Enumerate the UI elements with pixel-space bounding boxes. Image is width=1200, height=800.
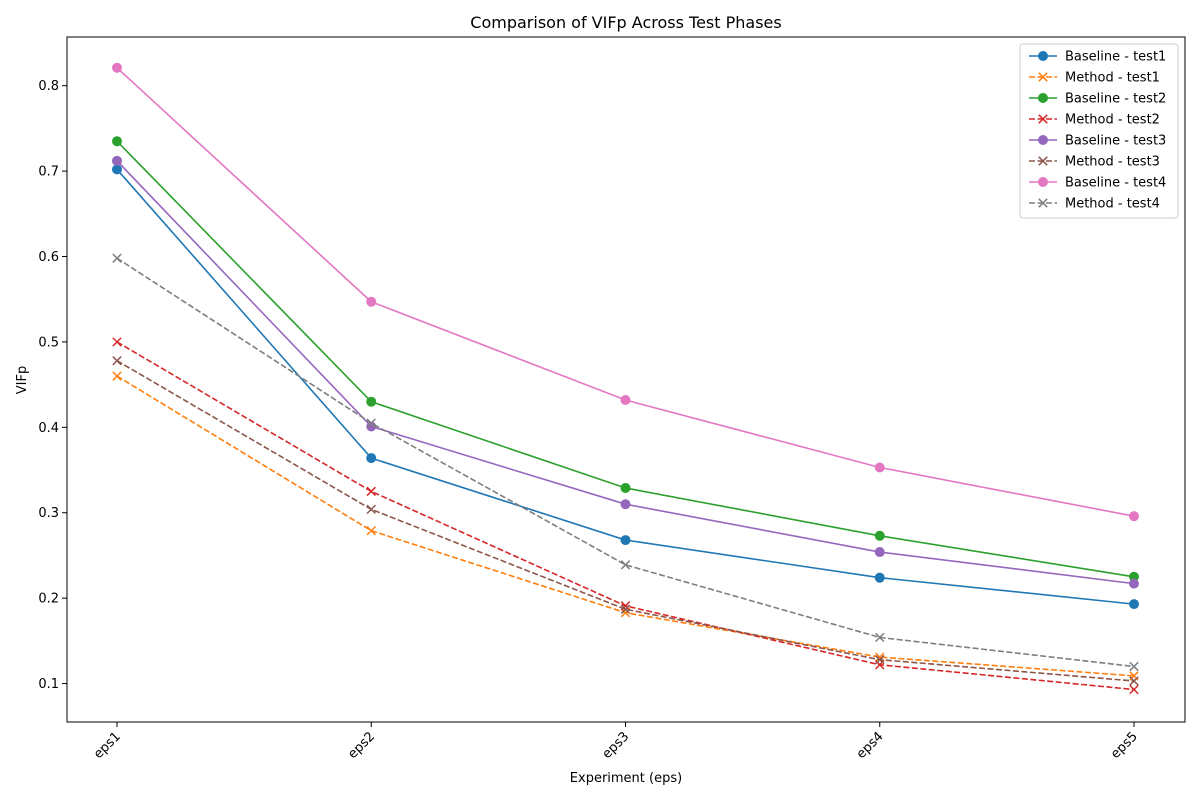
point-x-marker [875,632,885,643]
point-circle-marker [112,164,122,175]
legend-item: Baseline - test4 [1029,176,1166,191]
legend-label: Method - test1 [1065,71,1160,86]
point-x-marker [112,371,122,381]
legend-x-marker [1038,198,1048,208]
legend-item: Baseline - test1 [1029,50,1166,65]
legend-label: Method - test4 [1065,197,1160,212]
plot-area [66,36,1186,723]
point-x-marker [1129,661,1139,672]
point-x-marker [620,604,631,614]
y-tick-label: 0.7 [38,165,59,180]
legend-label: Method - test2 [1065,113,1160,128]
legend-label: Baseline - test4 [1065,176,1166,191]
y-axis-label: VIFp [15,366,30,394]
point-x-marker [112,253,122,263]
legend: Baseline - test1 Method - test1 Baseline -… [1019,43,1179,219]
y-tick-label: 0.5 [38,335,59,350]
legend-item: Method - test4 [1029,197,1160,212]
legend-label: Method - test3 [1065,155,1160,170]
legend-item: Baseline - test3 [1029,134,1166,149]
legend-label: Baseline - test1 [1065,50,1166,65]
x-axis-label: Experiment (eps) [570,771,682,786]
legend-item: Baseline - test2 [1029,92,1166,107]
legend-label: Baseline - test2 [1065,92,1166,107]
series-5 [112,155,1139,589]
legend-item: Method - test1 [1029,71,1160,86]
point-x-marker [366,486,376,497]
point-circle-marker [874,572,885,583]
point-x-marker [1129,684,1139,695]
point-circle-marker [366,296,377,307]
series-layer [112,62,1139,695]
legend-x-marker [1038,72,1048,82]
point-circle-marker [874,530,885,541]
series-line [116,375,1135,677]
series-3 [112,136,1139,582]
point-x-marker [366,525,376,536]
legend-x-marker [1038,114,1048,124]
point-x-marker [366,418,376,428]
y-tick-label: 0.1 [38,677,59,692]
point-circle-marker [620,499,631,510]
point-x-marker [112,355,122,366]
point-circle-marker [1129,511,1139,522]
series-8 [112,253,1139,672]
x-tick-label: eps2 [345,729,378,762]
chart-title: Comparison of VIFp Across Test Phases [470,13,781,32]
legend-item: Method - test2 [1029,113,1160,128]
point-circle-marker [1129,578,1139,589]
x-tick-label: eps1 [91,729,124,762]
x-tick-label: eps4 [854,729,887,762]
legend-item: Method - test3 [1029,155,1160,170]
point-circle-marker [366,453,377,464]
y-axis: 0.1 0.2 0.3 0.4 0.5 0.6 0.7 0.8 [38,79,67,692]
point-circle-marker [620,394,631,405]
y-tick-label: 0.6 [38,250,59,265]
point-circle-marker [112,62,122,73]
legend-circle-marker [1038,93,1048,103]
y-tick-label: 0.2 [38,592,59,607]
x-tick-label: eps3 [600,729,633,762]
series-line [116,257,1135,668]
legend-box [1019,43,1179,219]
series-7 [112,62,1139,522]
series-line [116,160,1135,585]
series-line [116,67,1135,517]
point-circle-marker [874,462,885,473]
point-x-marker [620,560,631,570]
series-2 [112,371,1139,681]
legend-label: Baseline - test3 [1065,134,1166,149]
point-x-marker [366,504,376,515]
series-line [116,140,1135,578]
legend-x-marker [1038,156,1048,166]
point-circle-marker [620,535,631,546]
legend-circle-marker [1038,135,1048,145]
point-circle-marker [620,482,631,493]
point-circle-marker [874,547,885,558]
point-x-marker [875,654,885,665]
point-circle-marker [112,155,122,166]
point-circle-marker [366,396,377,407]
legend-circle-marker [1038,51,1048,61]
point-x-marker [1129,676,1139,686]
y-tick-label: 0.4 [38,421,59,436]
point-circle-marker [112,136,122,147]
point-x-marker [112,337,122,347]
x-axis: eps1 eps2 eps3 eps4 eps5 [91,722,1141,762]
series-line [116,360,1135,682]
y-tick-label: 0.3 [38,506,59,521]
point-circle-marker [1129,599,1139,610]
y-tick-label: 0.8 [38,79,59,94]
series-line [116,341,1135,691]
x-tick-label: eps5 [1108,729,1141,762]
series-4 [112,337,1139,695]
series-6 [112,355,1139,686]
series-1 [112,164,1139,610]
legend-circle-marker [1038,177,1048,187]
